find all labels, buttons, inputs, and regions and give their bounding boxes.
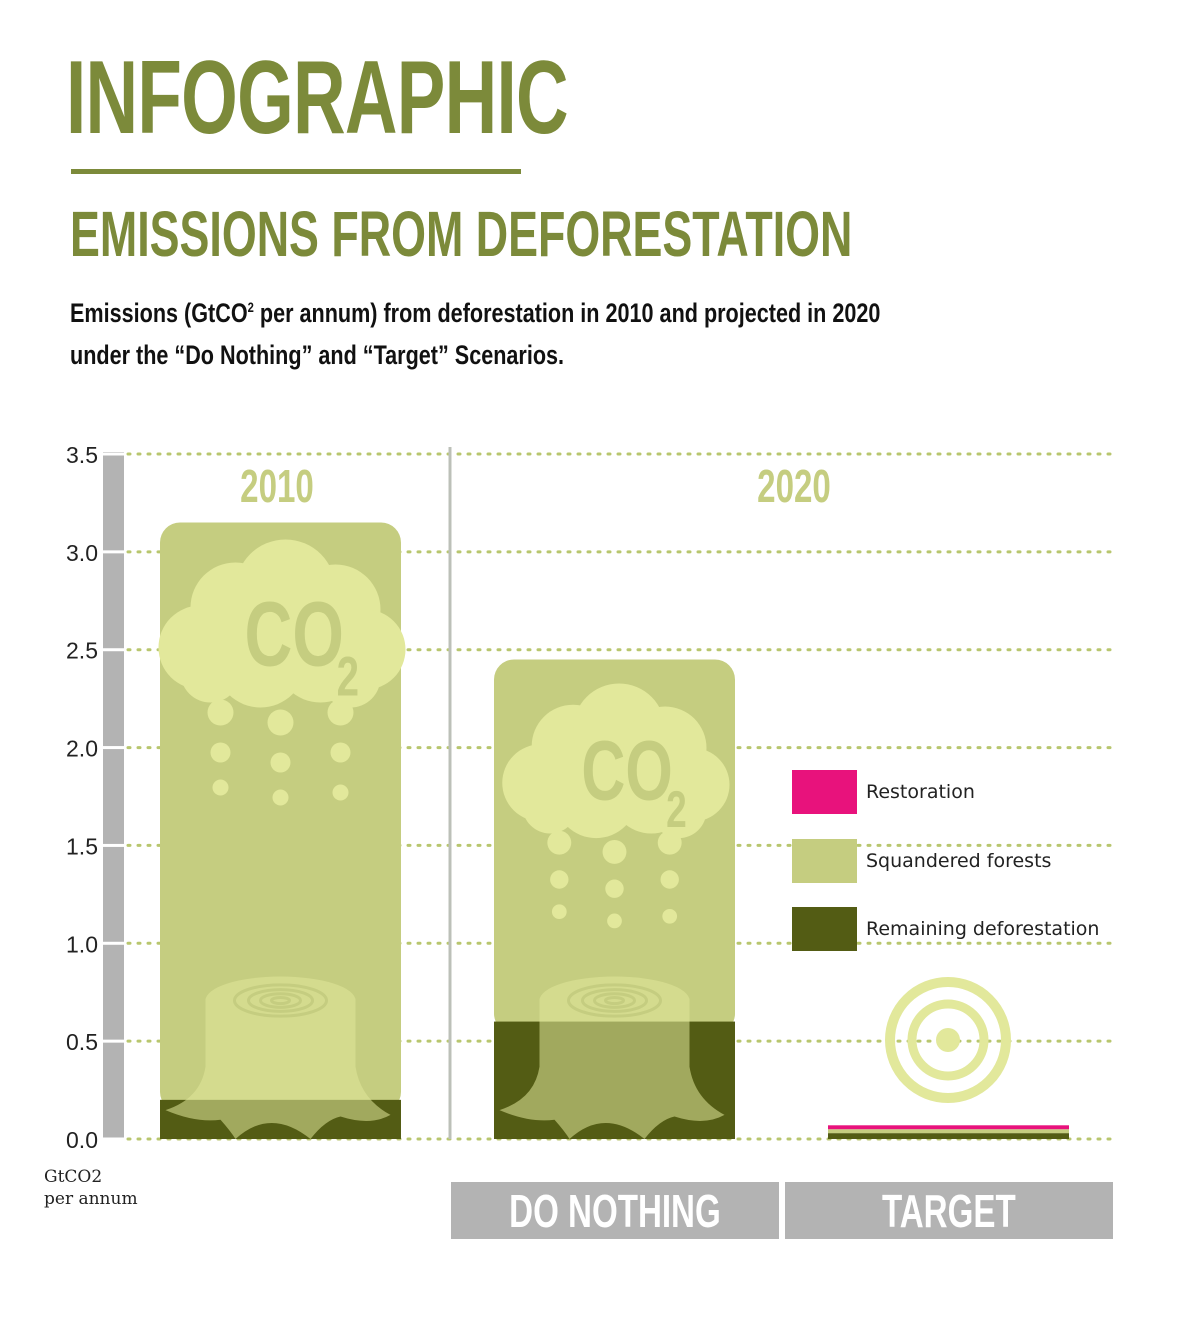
stump-top [539, 976, 690, 1025]
bar-group-do-nothing: CO2 [494, 659, 735, 1139]
cloud-puff [522, 778, 578, 834]
y-axis-tick-notch [101, 1137, 126, 1141]
stump-trunk [499, 998, 725, 1139]
rain-dot [547, 830, 572, 855]
tree-stump-icon [499, 976, 725, 1139]
cloud-puff [554, 755, 638, 839]
subtitle-text-a: Emissions (GtCO [70, 298, 248, 328]
co2-text: CO [581, 723, 672, 818]
target-icon [885, 977, 1011, 1103]
legend-label: Remaining deforestation [866, 918, 1100, 940]
rain-dot [602, 839, 627, 864]
y-axis-tick-notch [101, 550, 126, 554]
y-axis-tick-notch [101, 843, 126, 847]
co2-text: CO [245, 582, 344, 685]
y-axis-unit: GtCO2 per annum [44, 1166, 138, 1210]
rain-dot [657, 830, 682, 855]
cloud-puff [180, 642, 241, 703]
legend-swatch [792, 907, 857, 951]
y-tick-label: 3.0 [66, 540, 98, 566]
cloud-puff [320, 647, 381, 708]
rain-dot [210, 742, 231, 763]
target-ring [885, 977, 1011, 1103]
infographic-kicker: INFOGRAPHIC [66, 40, 569, 156]
rain-dot [270, 752, 291, 773]
rain-dot [327, 699, 354, 726]
bar-group-2010: CO2 [158, 522, 406, 1139]
rain-dot [550, 870, 569, 889]
stump-ring [581, 988, 648, 1013]
stump-ring [233, 983, 328, 1018]
rain-dot [330, 742, 351, 763]
stump-ring [259, 992, 302, 1009]
subtitle-text-b: per annum) from deforestation in 2010 an… [253, 298, 881, 328]
subtitle-superscript: 2 [247, 299, 254, 315]
y-tick-label: 0.5 [66, 1029, 98, 1055]
y-tick-label: 0.0 [66, 1127, 98, 1153]
kicker-underline [71, 169, 521, 174]
infographic-title: EMISSIONS FROM DEFORESTATION [70, 198, 853, 270]
rain-dot [212, 779, 229, 796]
y-axis-bar [103, 452, 124, 1140]
scenario-label-target-text: TARGET [882, 1185, 1016, 1237]
scenario-label-target: TARGET [785, 1182, 1113, 1239]
rain-dot [207, 699, 234, 726]
y-axis-tick-notch [101, 648, 126, 652]
y-tick-label: 2.5 [66, 638, 98, 664]
bar-segment-squandered-forests [828, 1129, 1069, 1134]
legend-swatch [792, 839, 857, 883]
legend-label: Restoration [866, 781, 975, 803]
rain-dot [607, 913, 622, 929]
target-ring [936, 1028, 960, 1052]
rain-dot [605, 879, 624, 898]
y-tick-label: 1.5 [66, 833, 98, 859]
stump-ring [604, 995, 625, 1006]
co2-subscript: 2 [337, 646, 359, 708]
tree-stump-icon [165, 976, 391, 1139]
rain-dot [272, 789, 289, 806]
target-ring [907, 999, 989, 1081]
co2-cloud-icon: CO2 [158, 539, 406, 806]
stump-ring [567, 983, 662, 1018]
y-axis-tick-notch [101, 1039, 126, 1043]
legend-label: Squandered forests [866, 850, 1052, 872]
y-axis-tick-notch [101, 452, 126, 456]
stump-ring [247, 988, 314, 1013]
y-tick-label: 2.0 [66, 736, 98, 762]
rain-dot [662, 908, 678, 924]
subtitle-text-c: under the “Do Nothing” and “Target” Scen… [70, 340, 565, 370]
co2-subscript: 2 [666, 780, 687, 839]
scenario-label-do-nothing-text: DO NOTHING [509, 1185, 721, 1237]
bar-segment-remaining-deforestation [828, 1133, 1069, 1139]
bar-segment-restoration [828, 1125, 1069, 1130]
chart-subtitle: Emissions (GtCO2 per annum) from defores… [70, 292, 880, 376]
bar-group-target [828, 977, 1069, 1139]
stump-top [205, 976, 356, 1025]
y-axis-tick-notch [101, 941, 126, 945]
stump-ring [593, 992, 636, 1009]
rain-dot [267, 709, 294, 736]
y-tick-label: 1.0 [66, 931, 98, 957]
legend-swatch [792, 770, 857, 814]
rain-dot [551, 904, 567, 920]
scenario-label-do-nothing: DO NOTHING [451, 1182, 779, 1239]
rain-dot [332, 784, 349, 801]
stump-trunk [165, 998, 391, 1139]
y-axis-unit-line1: GtCO2 [44, 1167, 103, 1187]
group-heading: 2020 [757, 462, 831, 512]
group-heading: 2010 [240, 462, 314, 512]
cloud-puff [651, 782, 707, 839]
co2-cloud-icon: CO2 [502, 683, 730, 929]
y-axis-tick-notch [101, 746, 126, 750]
cloud-puff [215, 617, 306, 708]
rain-dot [660, 870, 679, 889]
stump-ring [270, 995, 291, 1006]
y-axis-unit-line2: per annum [44, 1189, 138, 1209]
y-tick-label: 3.5 [66, 442, 98, 468]
